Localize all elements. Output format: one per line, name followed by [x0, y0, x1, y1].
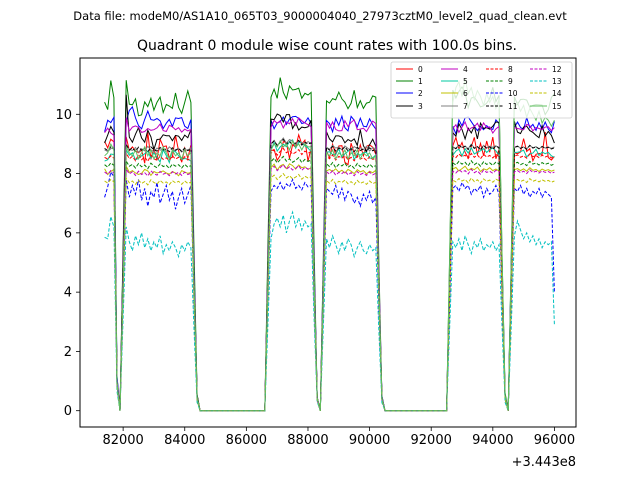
y-tick-label-3: 6 [64, 226, 72, 241]
legend-label-0: 0 [418, 65, 423, 74]
legend-label-15: 15 [552, 102, 562, 111]
x-tick-label-3: 88000 [287, 433, 328, 448]
x-tick-label-6: 94000 [472, 433, 513, 448]
series-line-13 [104, 210, 555, 412]
x-tick-label-5: 92000 [411, 433, 452, 448]
suptitle: Data file: modeM0/AS1A10_065T03_90000040… [73, 9, 567, 23]
series-line-10 [104, 170, 555, 412]
y-tick-label-2: 4 [64, 286, 72, 301]
y-tick-label-1: 2 [64, 345, 72, 360]
series-line-0 [104, 132, 555, 412]
legend-label-3: 3 [418, 102, 423, 111]
series-line-7 [104, 137, 555, 412]
series-line-14 [104, 172, 555, 412]
legend-label-11: 11 [508, 102, 518, 111]
legend-box [390, 61, 573, 119]
x-tick-label-1: 84000 [164, 433, 205, 448]
x-axis: 82000 84000 86000 88000 90000 92000 94000 96000 [102, 427, 575, 448]
legend-label-6: 6 [463, 89, 468, 98]
series-layer [104, 77, 555, 412]
legend-label-9: 9 [508, 77, 513, 86]
chart-title: Quadrant 0 module wise count rates with … [137, 38, 517, 54]
y-tick-label-0: 0 [64, 404, 72, 419]
legend-label-8: 8 [508, 65, 513, 74]
series-line-9 [104, 155, 555, 412]
legend-label-4: 4 [463, 65, 468, 74]
legend-label-14: 14 [552, 89, 562, 98]
legend-label-10: 10 [508, 89, 518, 98]
x-tick-label-2: 86000 [226, 433, 267, 448]
series-line-12 [104, 163, 555, 412]
legend-label-2: 2 [418, 89, 423, 98]
legend-label-12: 12 [552, 65, 562, 74]
series-line-6 [104, 163, 555, 412]
series-line-8 [104, 147, 555, 412]
series-line-11 [104, 138, 555, 412]
x-tick-label-7: 96000 [534, 433, 575, 448]
series-line-4 [104, 117, 555, 412]
x-tick-label-0: 82000 [102, 433, 143, 448]
series-line-5 [104, 139, 555, 412]
y-axis: 0 2 4 6 8 10 [55, 108, 80, 419]
legend-label-1: 1 [418, 77, 423, 86]
legend-label-5: 5 [463, 77, 468, 86]
y-tick-label-5: 10 [55, 108, 72, 123]
x-offset-label: +3.443e8 [512, 455, 576, 470]
plot-frame [79, 57, 577, 428]
legend-label-13: 13 [552, 77, 562, 86]
legend-label-7: 7 [463, 102, 468, 111]
y-tick-label-4: 8 [64, 167, 72, 182]
x-tick-label-4: 90000 [349, 433, 390, 448]
